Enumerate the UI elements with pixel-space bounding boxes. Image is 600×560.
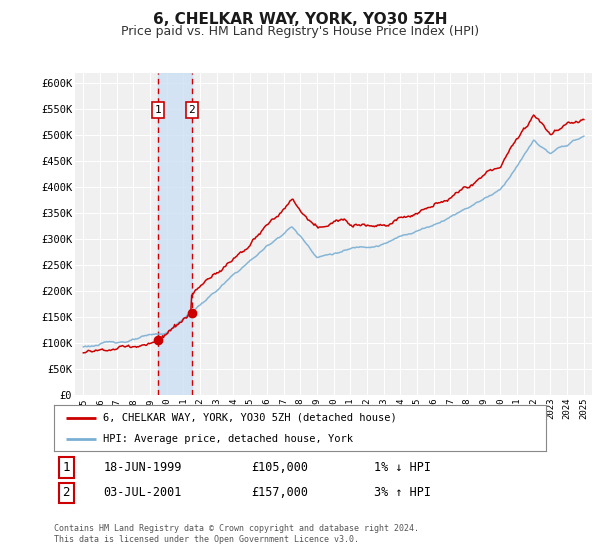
Text: 1: 1 bbox=[154, 105, 161, 115]
Text: £105,000: £105,000 bbox=[251, 461, 308, 474]
Text: 1% ↓ HPI: 1% ↓ HPI bbox=[374, 461, 431, 474]
Bar bbox=[158, 73, 192, 395]
Text: 6, CHELKAR WAY, YORK, YO30 5ZH: 6, CHELKAR WAY, YORK, YO30 5ZH bbox=[153, 12, 447, 27]
Text: 3% ↑ HPI: 3% ↑ HPI bbox=[374, 486, 431, 500]
Text: 2: 2 bbox=[62, 486, 70, 500]
Text: 03-JUL-2001: 03-JUL-2001 bbox=[103, 486, 182, 500]
Text: Contains HM Land Registry data © Crown copyright and database right 2024.
This d: Contains HM Land Registry data © Crown c… bbox=[54, 524, 419, 544]
Text: HPI: Average price, detached house, York: HPI: Average price, detached house, York bbox=[103, 435, 353, 444]
Text: £157,000: £157,000 bbox=[251, 486, 308, 500]
Text: 1: 1 bbox=[62, 461, 70, 474]
Text: 2: 2 bbox=[188, 105, 195, 115]
Text: Price paid vs. HM Land Registry's House Price Index (HPI): Price paid vs. HM Land Registry's House … bbox=[121, 25, 479, 38]
Text: 18-JUN-1999: 18-JUN-1999 bbox=[103, 461, 182, 474]
Text: 6, CHELKAR WAY, YORK, YO30 5ZH (detached house): 6, CHELKAR WAY, YORK, YO30 5ZH (detached… bbox=[103, 413, 397, 423]
